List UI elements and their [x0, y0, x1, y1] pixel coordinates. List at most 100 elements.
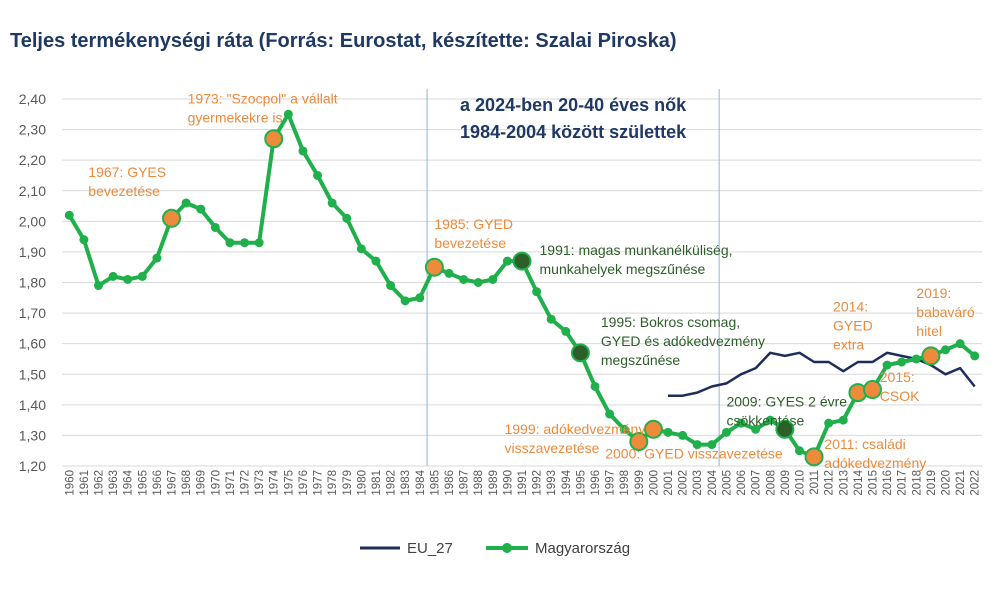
- hungary-point: [940, 345, 950, 355]
- x-tick-label: 2003: [692, 470, 704, 496]
- event-marker: [643, 419, 663, 439]
- event-marker: [512, 251, 532, 271]
- hungary-point: [225, 238, 235, 248]
- x-tick-label: 1981: [371, 470, 383, 496]
- hungary-point: [678, 430, 688, 440]
- hungary-point: [692, 440, 702, 450]
- y-tick-label: 1,20: [19, 458, 46, 474]
- x-tick-label: 1992: [532, 470, 544, 496]
- eu27-line: [668, 351, 976, 397]
- y-tick-label: 1,50: [19, 366, 46, 382]
- hungary-point: [108, 271, 118, 281]
- hungary-point: [210, 222, 220, 232]
- y-tick-label: 1,60: [19, 336, 46, 352]
- event-marker: [775, 419, 795, 439]
- annotation: 1985: GYED bevezetése: [434, 216, 513, 251]
- x-tick-label: 1998: [619, 470, 631, 496]
- x-tick-label: 1976: [298, 470, 310, 496]
- hungary-point: [794, 446, 804, 456]
- x-tick-label: 1975: [283, 470, 295, 496]
- hungary-point: [79, 235, 89, 245]
- hungary-point: [721, 427, 731, 437]
- hungary-point: [444, 268, 454, 278]
- hungary-point: [342, 213, 352, 223]
- x-tick-label: 2012: [824, 470, 836, 496]
- legend-hungary-label: Magyarország: [535, 540, 630, 557]
- hungary-point: [313, 170, 323, 180]
- x-tick-label: 2008: [765, 470, 777, 496]
- x-tick-label: 2015: [867, 470, 879, 496]
- y-tick-label: 2,20: [19, 152, 46, 168]
- x-tick-label: 1986: [444, 470, 456, 496]
- hungary-point: [955, 339, 965, 349]
- annotation: 2014: GYED extra: [833, 299, 873, 353]
- hungary-point: [765, 415, 775, 425]
- x-tick-label: 1979: [342, 470, 354, 496]
- hungary-point: [751, 424, 761, 434]
- hungary-point: [196, 204, 206, 214]
- period-lines: [426, 89, 720, 466]
- y-tick-label: 1,70: [19, 305, 46, 321]
- gridlines: [62, 98, 982, 467]
- x-tick-label: 1968: [181, 470, 193, 496]
- x-tick-label: 1963: [108, 470, 120, 496]
- y-axis: 1,20 1,30 1,40 1,50 1,60 1,70 1,80 1,90 2,00 2,10…: [19, 91, 46, 474]
- hungary-point: [64, 210, 74, 220]
- x-tick-label: 1982: [386, 470, 398, 496]
- y-tick-label: 1,80: [19, 275, 46, 291]
- x-tick-label: 2001: [663, 470, 675, 496]
- y-tick-label: 2,40: [19, 91, 46, 107]
- hungary-point: [94, 281, 104, 291]
- annotation: 1991: magas munkanélküliség, munkahelyek …: [540, 242, 733, 277]
- hungary-point: [663, 427, 673, 437]
- x-tick-label: 2006: [736, 470, 748, 496]
- x-tick-label: 2004: [707, 469, 719, 495]
- x-tick-label: 2010: [794, 470, 806, 496]
- x-tick-label: 1973: [254, 470, 266, 496]
- annotation: 2015: CSOK: [880, 369, 920, 404]
- legend-hungary-marker: [502, 543, 512, 553]
- x-tick-label: 1993: [546, 470, 558, 496]
- hungary-point: [736, 418, 746, 428]
- event-marker: [862, 380, 882, 400]
- hungary-point: [415, 293, 425, 303]
- hungary-point: [298, 146, 308, 156]
- legend: EU_27 Magyarország: [360, 540, 630, 557]
- x-tick-label: 2020: [940, 470, 952, 496]
- x-tick-label: 1985: [429, 470, 441, 496]
- x-tick-label: 1996: [590, 470, 602, 496]
- x-tick-label: 1969: [196, 470, 208, 496]
- x-tick-label: 2018: [911, 470, 923, 496]
- hungary-point: [488, 274, 498, 284]
- hungary-point: [356, 244, 366, 254]
- x-tick-label: 2016: [882, 470, 894, 496]
- y-tick-label: 1,90: [19, 244, 46, 260]
- event-marker: [162, 208, 182, 228]
- hungary-point: [459, 274, 469, 284]
- x-tick-label: 2019: [926, 470, 938, 496]
- hungary-point: [824, 418, 834, 428]
- x-tick-label: 1994: [561, 469, 573, 495]
- chart-title: Teljes termékenységi ráta (Forrás: Euros…: [10, 30, 677, 52]
- hungary-point: [283, 109, 293, 119]
- event-marker: [629, 432, 649, 452]
- hungary-point: [561, 326, 571, 336]
- hungary-point: [371, 256, 381, 266]
- x-tick-label: 1971: [225, 470, 237, 496]
- x-tick-label: 1980: [356, 470, 368, 496]
- event-marker: [424, 257, 444, 277]
- legend-eu27-label: EU_27: [407, 540, 453, 557]
- x-tick-label: 2002: [678, 470, 690, 496]
- x-tick-label: 1995: [575, 470, 587, 496]
- x-tick-label: 2013: [838, 470, 850, 496]
- y-tick-label: 2,30: [19, 122, 46, 138]
- hungary-point: [502, 256, 512, 266]
- annotations: 1967: GYES bevezetése 1973: "Szocpol" a vá…: [88, 91, 975, 472]
- x-tick-label: 1977: [313, 470, 325, 496]
- hungary-point: [386, 281, 396, 291]
- annotation: 1995: Bokros csomag, GYED és adókedvezmén…: [601, 314, 765, 368]
- hungary-point: [240, 238, 250, 248]
- hungary-point: [473, 278, 483, 287]
- annotation: 1967: GYES bevezetése: [88, 164, 166, 199]
